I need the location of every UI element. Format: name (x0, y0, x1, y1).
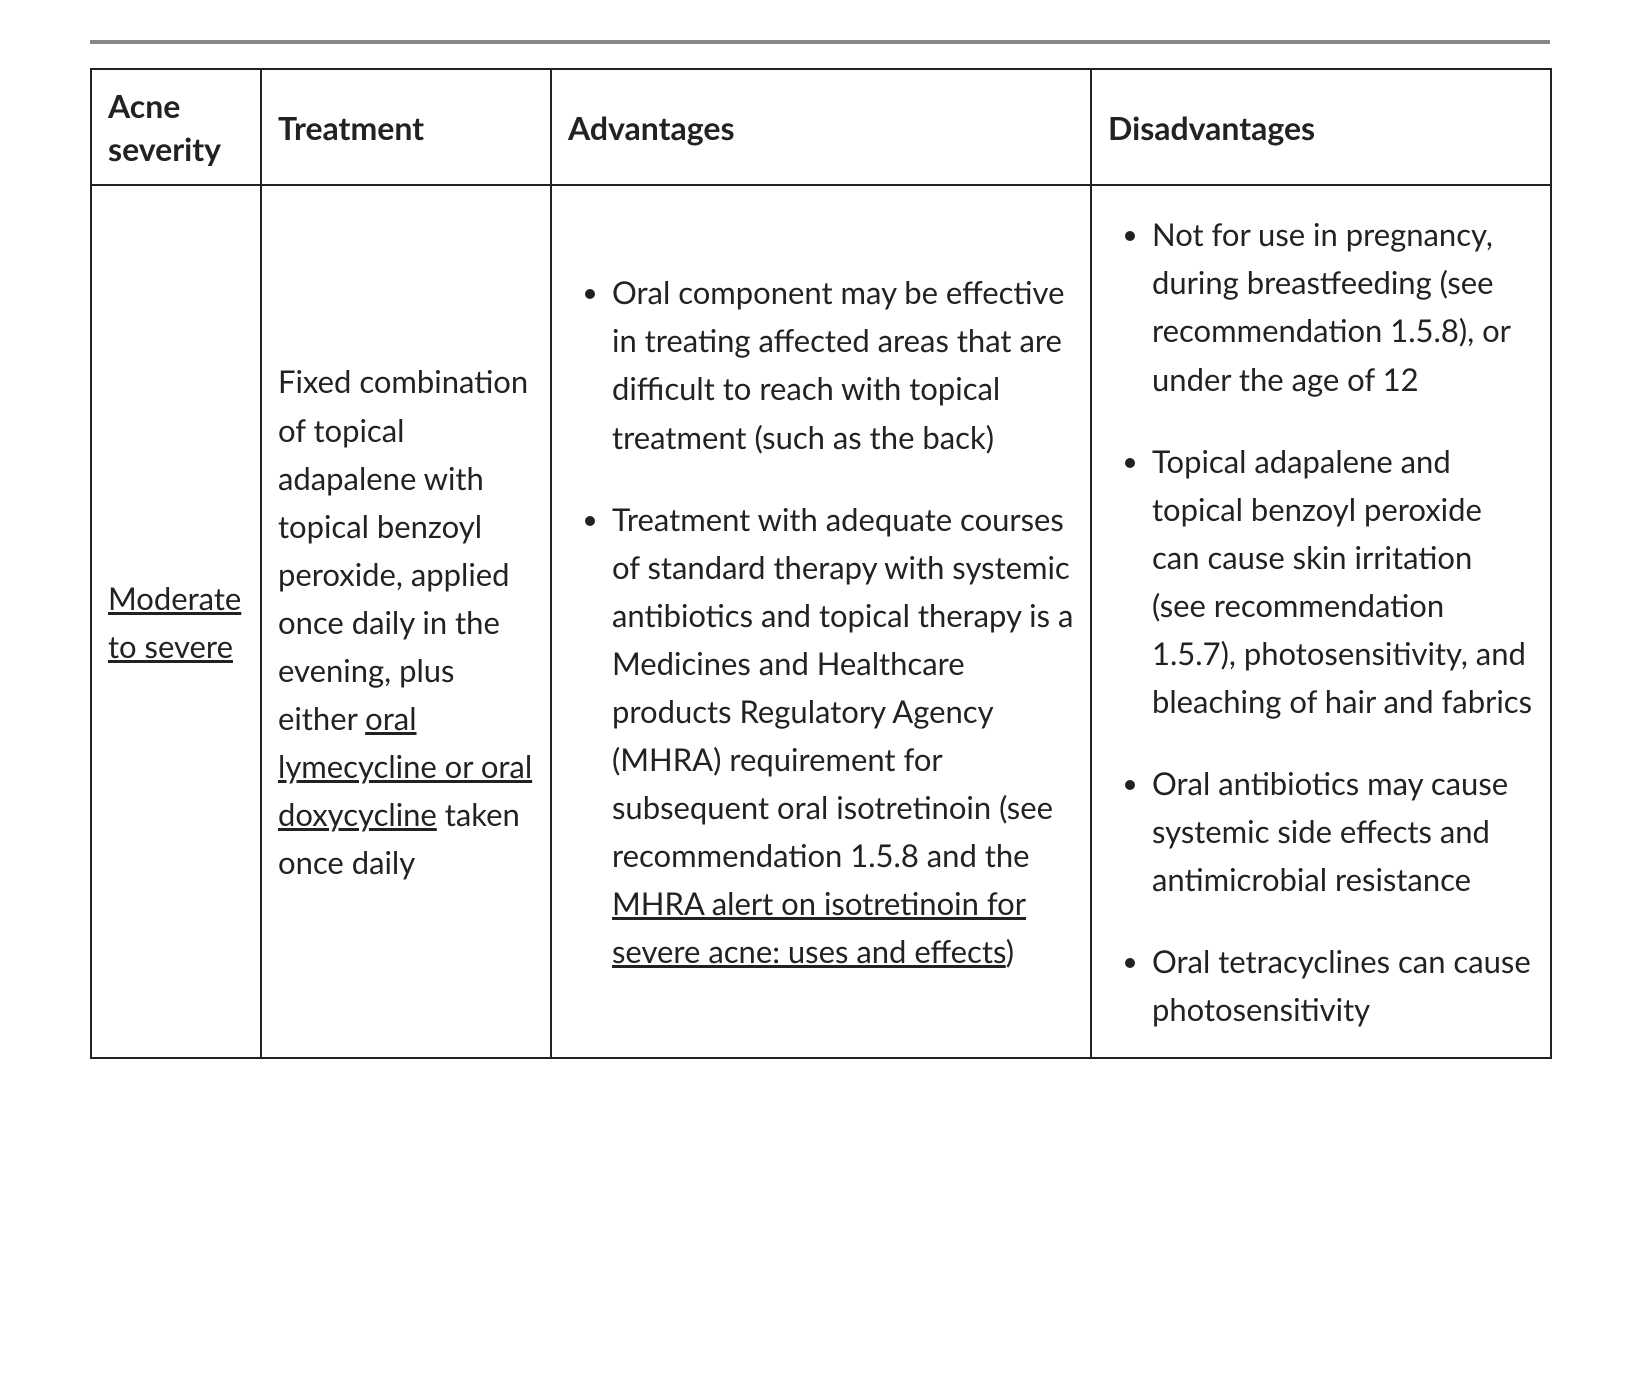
disadvantage-text: Not for use in pregnancy, during breastf… (1152, 215, 1510, 397)
disadvantage-text: Oral antibiotics may cause systemic side… (1152, 764, 1508, 898)
disadvantages-list: Not for use in pregnancy, during breastf… (1108, 210, 1534, 1033)
cell-disadvantages: Not for use in pregnancy, during breastf… (1091, 185, 1551, 1058)
col-header-severity: Acne severity (91, 69, 261, 185)
table-header-row: Acne severity Treatment Advantages Disad… (91, 69, 1551, 185)
col-header-disadvantages: Disadvantages (1091, 69, 1551, 185)
cell-treatment: Fixed combination of topical adapalene w… (261, 185, 551, 1058)
cell-advantages: Oral component may be effective in treat… (551, 185, 1091, 1058)
advantages-list: Oral component may be effective in treat… (568, 268, 1074, 975)
list-item: Oral tetracyclines can cause photosensit… (1152, 937, 1534, 1033)
disadvantage-text: Topical adapalene and topical benzoyl pe… (1152, 442, 1532, 720)
list-item: Not for use in pregnancy, during breastf… (1152, 210, 1534, 402)
disadvantage-text: Oral tetracyclines can cause photosensit… (1152, 942, 1531, 1028)
advantage-post: ) (1006, 932, 1014, 970)
col-header-advantages: Advantages (551, 69, 1091, 185)
list-item: Oral antibiotics may cause systemic side… (1152, 759, 1534, 903)
advantage-pre: Treatment with adequate courses of stand… (612, 500, 1073, 874)
list-item: Topical adapalene and topical benzoyl pe… (1152, 437, 1534, 725)
table-row: Moderate to severe Fixed combination of … (91, 185, 1551, 1058)
horizontal-rule (90, 40, 1550, 44)
severity-link[interactable]: Moderate to severe (108, 579, 241, 665)
advantage-link[interactable]: MHRA alert on isotretinoin for severe ac… (612, 884, 1026, 970)
list-item: Oral component may be effective in treat… (612, 268, 1074, 460)
col-header-treatment: Treatment (261, 69, 551, 185)
treatment-pre: Fixed combination of topical adapalene w… (278, 362, 528, 736)
treatment-text: Fixed combination of topical adapalene w… (278, 357, 534, 886)
list-item: Treatment with adequate courses of stand… (612, 495, 1074, 975)
acne-treatment-table: Acne severity Treatment Advantages Disad… (90, 68, 1552, 1059)
page: Acne severity Treatment Advantages Disad… (0, 0, 1640, 1119)
advantage-text: Oral component may be effective in treat… (612, 273, 1064, 455)
cell-severity: Moderate to severe (91, 185, 261, 1058)
